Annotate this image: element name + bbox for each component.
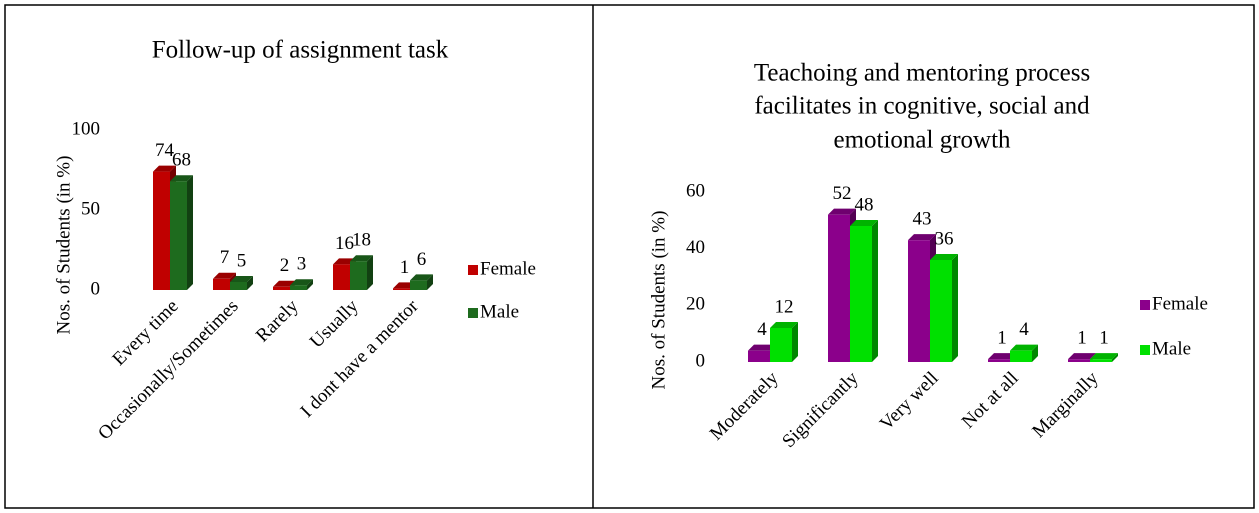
x-tick-label: Usually <box>306 295 363 352</box>
bar-top <box>290 279 313 286</box>
bar-side <box>187 175 193 290</box>
bar <box>930 260 952 362</box>
bar <box>333 264 350 290</box>
bar <box>770 328 792 362</box>
bar-side <box>952 254 958 362</box>
bar <box>908 240 930 362</box>
value-label: 16 <box>335 233 354 254</box>
bar-top <box>410 274 433 281</box>
bar <box>393 288 410 290</box>
legend-label: Male <box>480 301 519 322</box>
y-axis-label: Nos. of Students (in %) <box>648 211 669 390</box>
bar-top <box>850 220 878 226</box>
bar-side <box>792 322 798 362</box>
x-tick-label: Very well <box>876 368 943 435</box>
bar-top <box>908 234 936 241</box>
bar <box>410 280 427 290</box>
bar-top <box>230 276 253 282</box>
x-tick-label: I dont have a mentor <box>297 295 423 421</box>
x-tick-label: Rarely <box>252 295 303 346</box>
value-label: 1 <box>997 328 1007 349</box>
chart-title: Follow-up of assignment task <box>152 37 449 64</box>
legend-label: Male <box>1152 338 1191 359</box>
bar-side <box>367 255 373 290</box>
bar-top <box>988 353 1016 360</box>
bar-top <box>1090 353 1118 360</box>
value-label: 4 <box>1019 319 1029 340</box>
bar-side <box>872 220 878 362</box>
frame <box>4 4 1255 509</box>
bar <box>1090 359 1112 362</box>
chart-title: Teachoing and mentoring process <box>754 60 1090 87</box>
bar-top <box>213 272 236 279</box>
bar-side <box>307 279 313 290</box>
bar <box>850 226 872 362</box>
bar-top <box>170 175 193 182</box>
y-tick-label: 100 <box>72 118 101 139</box>
bar <box>290 285 307 290</box>
value-label: 12 <box>775 296 794 317</box>
x-tick-label: Marginally <box>1028 367 1103 442</box>
value-label: 6 <box>417 249 427 270</box>
bar-top <box>153 165 176 172</box>
bar <box>273 286 290 290</box>
chart-title: facilitates in cognitive, social and <box>754 93 1090 120</box>
value-label: 43 <box>913 209 932 230</box>
value-label: 4 <box>757 319 767 340</box>
value-label: 7 <box>220 247 230 268</box>
bar-top <box>930 254 958 260</box>
bar-side <box>1112 353 1118 362</box>
bar <box>988 359 1010 362</box>
bar-side <box>427 274 433 290</box>
bar-top <box>828 208 856 215</box>
x-tick-label: Significantly <box>778 367 863 452</box>
y-tick-label: 0 <box>696 350 706 371</box>
bar-top <box>350 255 373 262</box>
x-tick-label: Not at all <box>958 368 1023 433</box>
value-label: 2 <box>280 255 290 276</box>
value-label: 68 <box>172 150 191 171</box>
value-label: 1 <box>1077 328 1087 349</box>
x-tick-label: Moderately <box>706 367 783 444</box>
y-axis-label: Nos. of Students (in %) <box>53 156 74 335</box>
value-label: 18 <box>352 230 371 251</box>
bar-top <box>748 344 776 351</box>
bar <box>828 214 850 362</box>
value-label: 5 <box>237 250 247 271</box>
legend-swatch <box>468 265 478 275</box>
value-label: 1 <box>400 257 410 278</box>
bar <box>170 181 187 290</box>
value-label: 74 <box>155 140 175 161</box>
value-label: 3 <box>297 254 307 275</box>
legend-swatch <box>1140 300 1150 310</box>
bar <box>213 278 230 290</box>
bar <box>1010 350 1032 362</box>
legend-swatch <box>1140 345 1150 355</box>
bar-top <box>770 322 798 328</box>
value-label: 36 <box>935 228 954 249</box>
value-label: 52 <box>833 183 852 204</box>
bar <box>230 282 247 290</box>
bar-side <box>1032 344 1038 362</box>
bar <box>350 261 367 290</box>
y-tick-label: 40 <box>686 237 705 258</box>
bar <box>748 350 770 362</box>
chart-title: emotional growth <box>833 127 1011 154</box>
value-label: 1 <box>1099 328 1109 349</box>
y-tick-label: 50 <box>81 198 100 219</box>
y-tick-label: 60 <box>686 180 705 201</box>
bar-top <box>1010 344 1038 351</box>
value-label: 48 <box>855 194 874 215</box>
legend-swatch <box>468 308 478 318</box>
legend-label: Female <box>480 258 536 279</box>
legend-label: Female <box>1152 293 1208 314</box>
bar <box>153 171 170 290</box>
y-tick-label: 20 <box>686 294 705 315</box>
bar <box>1068 359 1090 362</box>
bar-side <box>247 276 253 290</box>
bar-top <box>1068 353 1096 360</box>
y-tick-label: 0 <box>91 278 101 299</box>
